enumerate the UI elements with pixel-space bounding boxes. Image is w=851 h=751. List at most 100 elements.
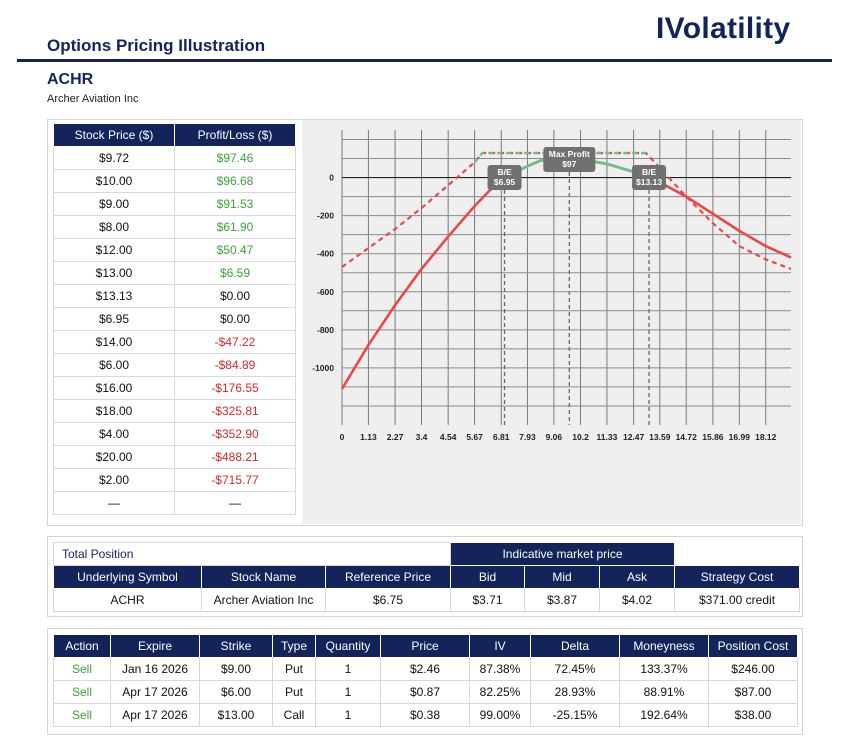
- profit-loss-cell: $6.59: [174, 261, 296, 285]
- leg-iv-cell: 87.38%: [469, 657, 531, 681]
- pl-row: $20.00 -$488.21: [53, 445, 296, 469]
- column-header-bid: Bid: [450, 565, 525, 589]
- stock-price-cell: $10.00: [53, 169, 175, 193]
- x-tick-label: 12.47: [623, 432, 645, 442]
- leg-moneyness-cell: 133.37%: [619, 657, 709, 681]
- annotation-box: [487, 165, 522, 190]
- x-tick-label: 2.27: [387, 432, 404, 442]
- leg-delta-cell: 72.45%: [530, 657, 620, 681]
- leg-quantity-cell: 1: [315, 703, 381, 727]
- column-header-underlying: Underlying Symbol: [53, 565, 202, 589]
- leg-moneyness-cell: 88.91%: [619, 680, 709, 704]
- x-tick-label: 1.13: [360, 432, 377, 442]
- pl-row: $16.00 -$176.55: [53, 376, 296, 400]
- y-tick-label: -200: [317, 211, 334, 221]
- pl-row: $13.13 $0.00: [53, 284, 296, 308]
- profit-loss-cell: $91.53: [174, 192, 296, 216]
- stock-price-cell: $9.72: [53, 146, 175, 170]
- pl-row: — —: [53, 491, 296, 515]
- leg-iv-cell: 99.00%: [469, 703, 531, 727]
- profit-loss-cell: -$325.81: [174, 399, 296, 423]
- profit-loss-cell: $50.47: [174, 238, 296, 262]
- leg-strike-cell: $13.00: [199, 703, 273, 727]
- stock-price-cell: $6.95: [53, 307, 175, 331]
- x-tick-label: 9.06: [546, 432, 563, 442]
- stock-price-cell: $16.00: [53, 376, 175, 400]
- strategy-cost: $371.00 credit: [674, 588, 800, 612]
- pl-row: $18.00 -$325.81: [53, 399, 296, 423]
- pl-row: $6.00 -$84.89: [53, 353, 296, 377]
- profit-loss-cell: -$488.21: [174, 445, 296, 469]
- column-header-iv: IV: [469, 634, 531, 658]
- leg-moneyness-cell: 192.64%: [619, 703, 709, 727]
- y-tick-label: 0: [329, 173, 334, 183]
- stock-price-cell: $2.00: [53, 468, 175, 492]
- profit-loss-cell: $0.00: [174, 307, 296, 331]
- column-header-mid: Mid: [524, 565, 600, 589]
- column-header-reference-price: Reference Price: [325, 565, 451, 589]
- x-tick-label: 6.81: [493, 432, 510, 442]
- pl-row: $9.00 $91.53: [53, 192, 296, 216]
- pl-row: $14.00 -$47.22: [53, 330, 296, 354]
- column-header-type: Type: [272, 634, 316, 658]
- underlying-symbol: ACHR: [53, 588, 202, 612]
- leg-action-cell: Sell: [53, 680, 111, 704]
- legs-panel: [47, 628, 803, 735]
- x-tick-label: 16.99: [729, 432, 751, 442]
- leg-row: Sell Jan 16 2026 $9.00 Put 1 $2.46 87.38% 72.45…: [53, 657, 798, 681]
- y-tick-label: -600: [317, 287, 334, 297]
- total-position-caption: Total Position: [53, 542, 451, 566]
- column-header-position-cost: Position Cost: [708, 634, 798, 658]
- annotation-value: $6.95: [494, 177, 516, 187]
- x-tick-label: 11.33: [597, 432, 618, 442]
- legs-table: Action Expire Strike Type Quantity Price…: [53, 634, 798, 727]
- leg-strike-cell: $9.00: [199, 657, 273, 681]
- leg-expire-cell: Apr 17 2026: [110, 680, 200, 704]
- leg-iv-cell: 82.25%: [469, 680, 531, 704]
- annotation-box: [543, 147, 596, 172]
- header-divider: [17, 59, 832, 62]
- pl-row: $4.00 -$352.90: [53, 422, 296, 446]
- profit-loss-cell: $61.90: [174, 215, 296, 239]
- annotation-title: Max Profit: [549, 149, 590, 159]
- column-header-quantity: Quantity: [315, 634, 381, 658]
- mid-price: $3.87: [524, 588, 600, 612]
- column-header-stock-price: Stock Price ($): [53, 123, 175, 147]
- stock-price-cell: —: [53, 491, 175, 515]
- current-payoff-line: [340, 157, 792, 390]
- x-tick-label: 10.2: [572, 432, 589, 442]
- profit-loss-cell: -$47.22: [174, 330, 296, 354]
- leg-delta-cell: 28.93%: [530, 680, 620, 704]
- leg-price-cell: $0.38: [380, 703, 470, 727]
- leg-strike-cell: $6.00: [199, 680, 273, 704]
- profit-loss-cell: -$352.90: [174, 422, 296, 446]
- x-tick-label: 7.93: [519, 432, 536, 442]
- leg-expire-cell: Apr 17 2026: [110, 703, 200, 727]
- stock-price-cell: $8.00: [53, 215, 175, 239]
- x-tick-label: 13.59: [649, 432, 671, 442]
- column-header-delta: Delta: [530, 634, 620, 658]
- column-header-stock-name: Stock Name: [201, 565, 326, 589]
- y-tick-label: -1000: [312, 363, 334, 373]
- page-title: Options Pricing Illustration: [47, 36, 266, 55]
- x-tick-label: 18.12: [755, 432, 777, 442]
- pl-row: $6.95 $0.00: [53, 307, 296, 331]
- pl-row: $10.00 $96.68: [53, 169, 296, 193]
- annotation-title: B/E: [497, 167, 512, 177]
- stock-name: Archer Aviation Inc: [201, 588, 326, 612]
- x-tick-label: 3.4: [416, 432, 428, 442]
- leg-position-cost-cell: $246.00: [708, 657, 798, 681]
- x-tick-label: 14.72: [676, 432, 698, 442]
- column-header-expire: Expire: [110, 634, 200, 658]
- position-panel: [47, 536, 803, 617]
- leg-row: Sell Apr 17 2026 $13.00 Call 1 $0.38 99.00% -25…: [53, 703, 798, 727]
- stock-price-cell: $9.00: [53, 192, 175, 216]
- leg-position-cost-cell: $87.00: [708, 680, 798, 704]
- annotation-title: B/E: [642, 167, 657, 177]
- market-price-header: Indicative market price: [450, 542, 675, 566]
- ask-price: $4.02: [599, 588, 675, 612]
- profit-loss-cell: -$715.77: [174, 468, 296, 492]
- leg-action-cell: Sell: [53, 703, 111, 727]
- column-header-price: Price: [380, 634, 470, 658]
- column-header-profit-loss: Profit/Loss ($): [174, 123, 296, 147]
